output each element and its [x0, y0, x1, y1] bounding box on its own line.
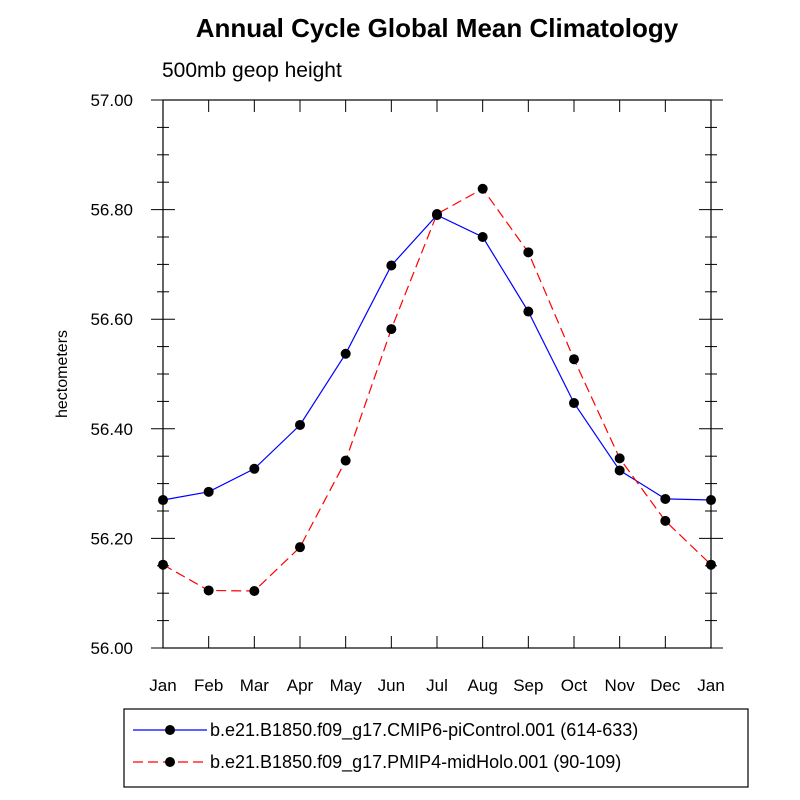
plot-frame: [162, 99, 712, 649]
x-tick-label: Jun: [378, 676, 405, 695]
data-point-s2: [203, 585, 214, 596]
axis-ticks: Jan Feb Mar Apr May Jun Jul Aug Sep Oct Nov Dec Jan 5…: [90, 91, 724, 695]
x-tick-label: Aug: [468, 676, 498, 695]
data-point-s2: [569, 354, 579, 365]
data-point-s1: [614, 465, 625, 476]
data-point-s1: [477, 232, 488, 242]
legend-label-2: b.e21.B1850.f09_g17.PMIP4-midHolo.001 (9…: [210, 752, 621, 773]
y-tick-label: 57.00: [90, 91, 133, 110]
data-point-s1: [569, 398, 579, 409]
y-tick-label: 56.60: [90, 310, 133, 329]
data-point-s2: [660, 515, 671, 526]
chart-title: Annual Cycle Global Mean Climatology: [196, 13, 679, 43]
data-point-s1: [203, 486, 214, 497]
data-point-s1: [386, 260, 397, 271]
x-tick-label: Apr: [287, 676, 314, 695]
data-point-s1: [249, 463, 260, 474]
y-tick-label: 56.40: [90, 420, 133, 439]
data-point-s1: [660, 493, 671, 504]
y-tick-label: 56.20: [90, 529, 133, 548]
data-point-s2: [614, 453, 625, 464]
legend: b.e21.B1850.f09_g17.CMIP6-piControl.001 …: [123, 708, 749, 788]
y-tick-label: 56.80: [90, 201, 133, 220]
series-line-2: [162, 188, 712, 592]
y-tick-label: 56.00: [90, 639, 133, 658]
data-point-s1: [295, 419, 305, 430]
data-point-s1: [523, 306, 534, 317]
legend-marker-2: [165, 757, 175, 767]
x-tick-label: Jan: [149, 676, 176, 695]
x-tick-label: Mar: [240, 676, 270, 695]
data-point-s2: [386, 324, 397, 335]
legend-box: [123, 708, 749, 788]
x-tick-label: Oct: [561, 676, 588, 695]
legend-label-1: b.e21.B1850.f09_g17.CMIP6-piControl.001 …: [210, 720, 638, 741]
x-tick-label: Sep: [513, 676, 543, 695]
data-point-s2: [295, 542, 305, 553]
x-tick-label: Dec: [650, 676, 681, 695]
x-tick-label: Nov: [605, 676, 636, 695]
x-tick-label: May: [330, 676, 363, 695]
data-point-s2: [340, 455, 351, 466]
data-point-s2: [523, 247, 534, 258]
x-tick-label: Jan: [697, 676, 724, 695]
data-point-s2: [477, 183, 488, 194]
x-tick-label: Feb: [194, 676, 223, 695]
series-line-1: [162, 214, 712, 501]
x-tick-label: Jul: [426, 676, 448, 695]
chart-subtitle: 500mb geop height: [162, 59, 342, 82]
data-point-s2: [249, 586, 260, 597]
data-point-s1: [340, 348, 351, 359]
data-point-s2: [432, 208, 442, 219]
series-group: [158, 183, 716, 597]
legend-marker-1: [165, 725, 175, 735]
y-axis-label: hectometers: [54, 330, 71, 418]
